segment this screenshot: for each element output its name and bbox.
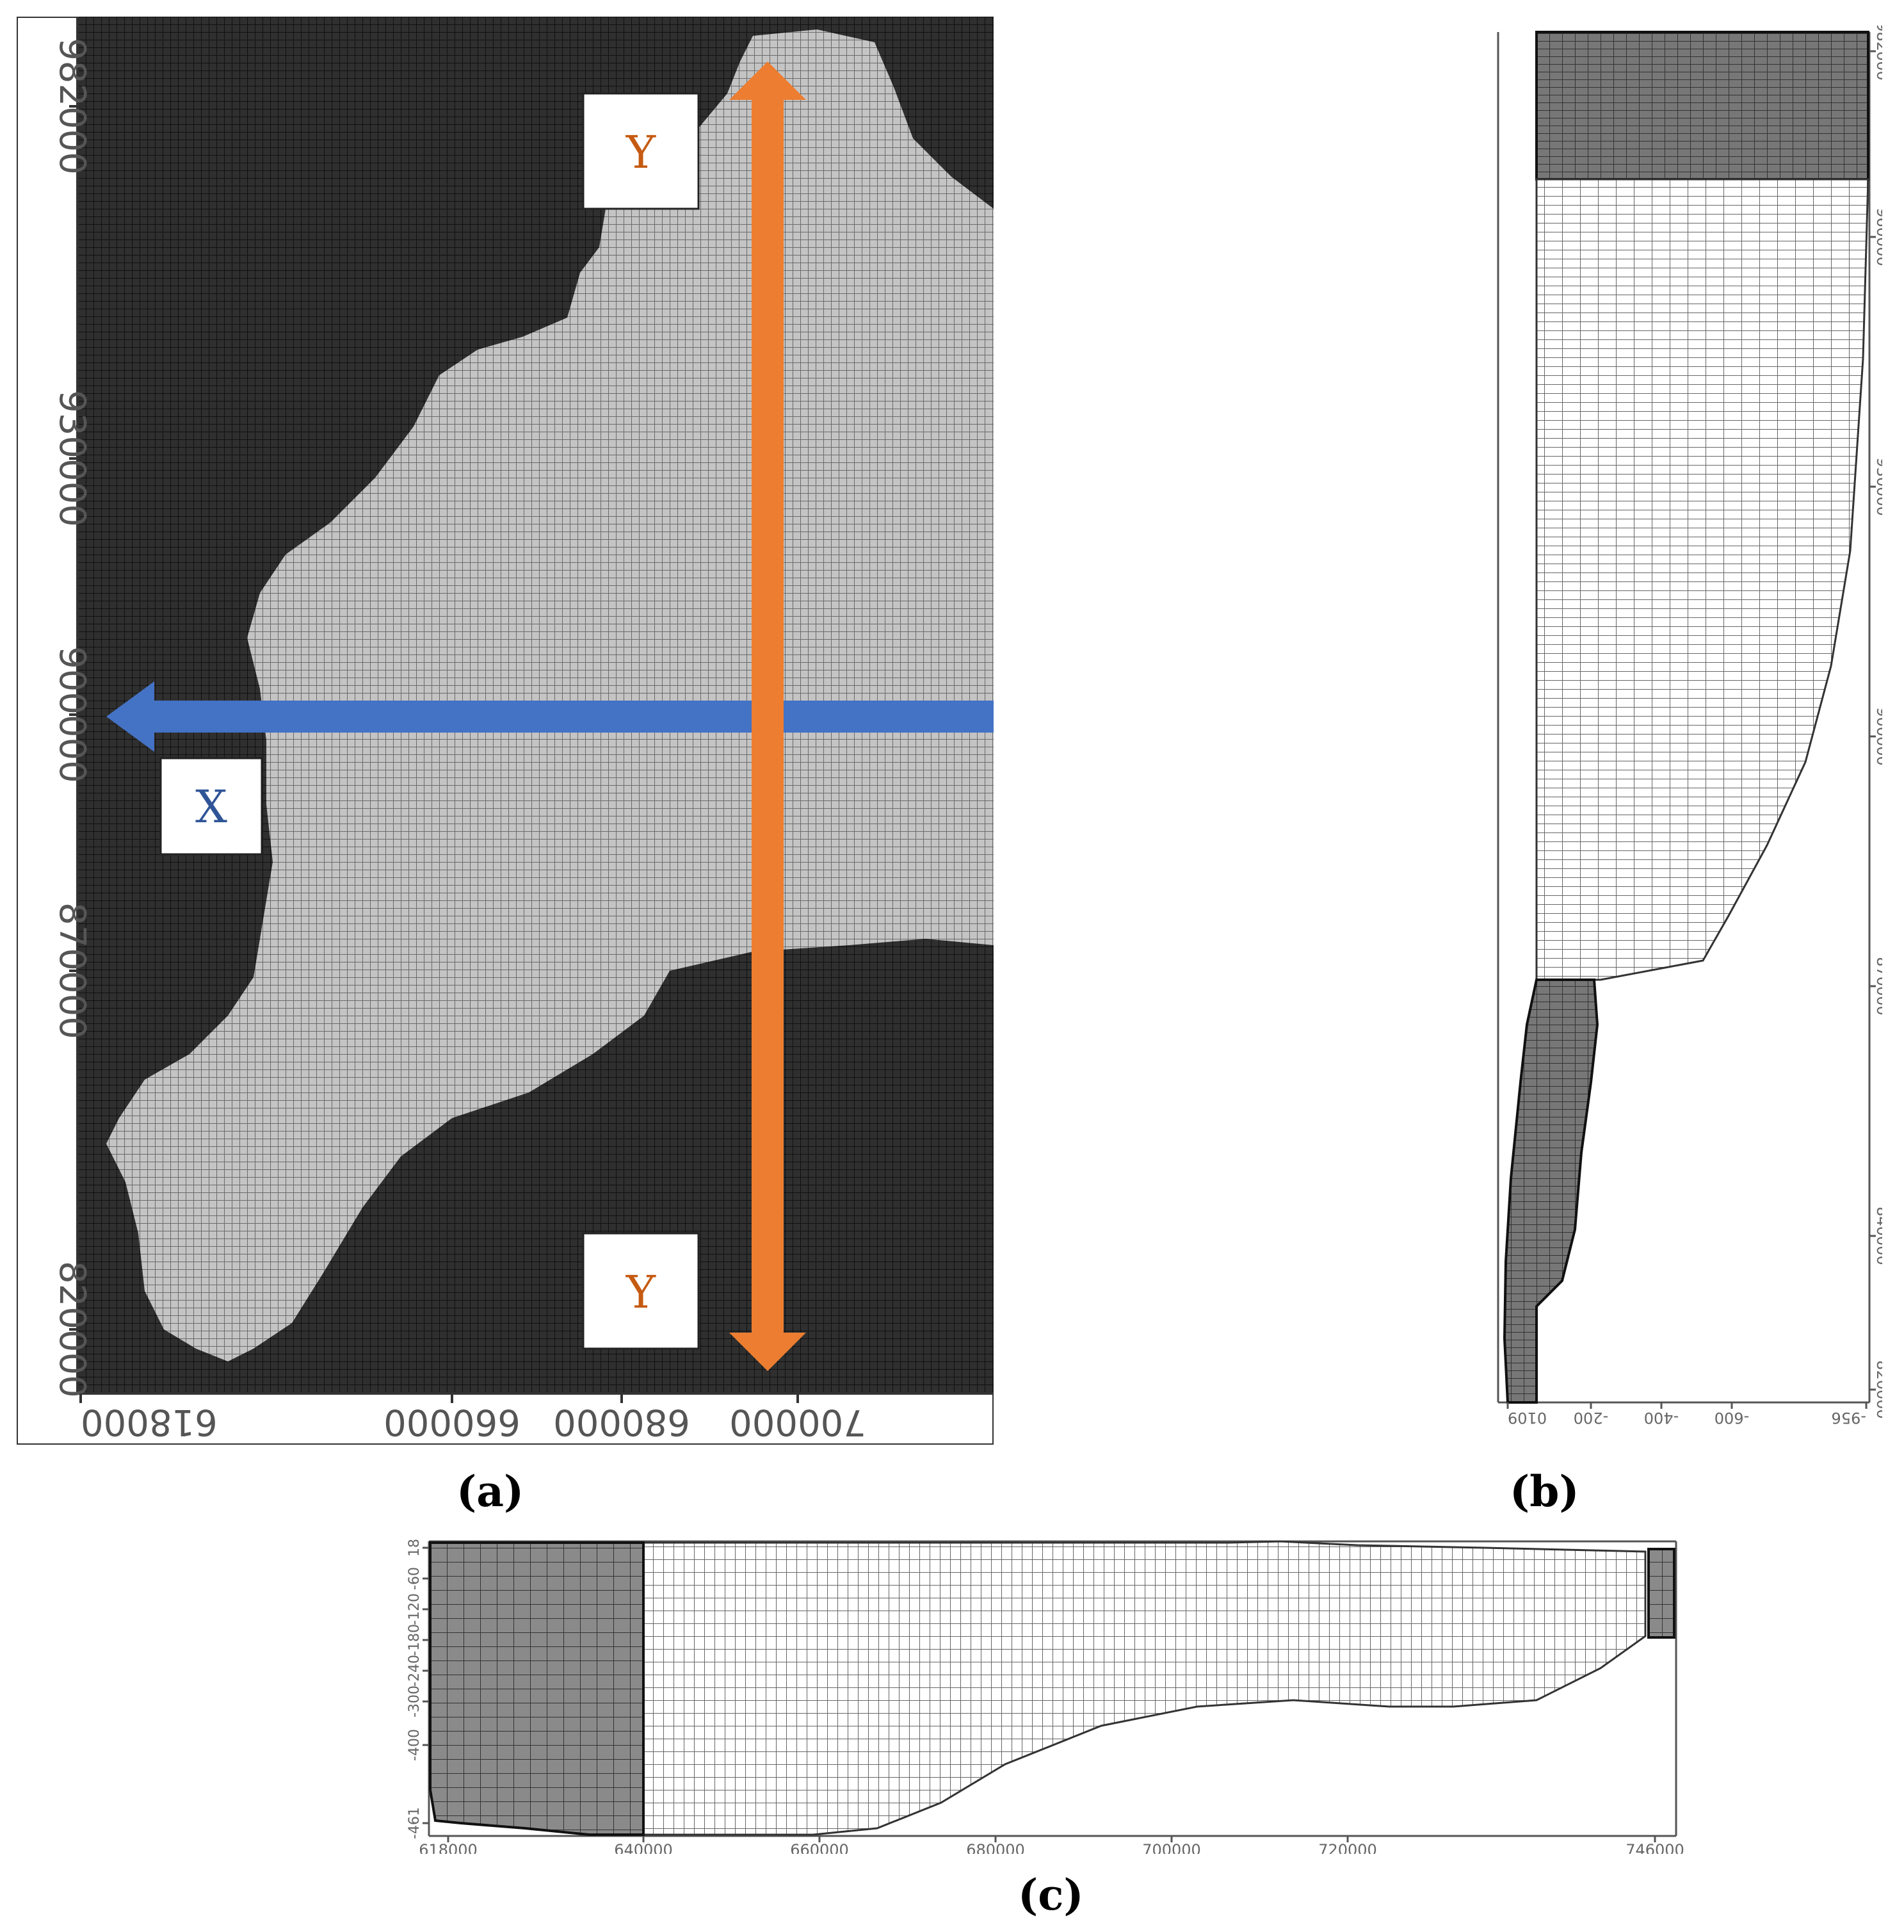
panel-b-mesh: 982000 960000 930000 900000 870000 84000…	[1497, 22, 1891, 1427]
c-depth-tick-label: -461	[407, 1807, 423, 1839]
panel-b-lower-block	[1503, 978, 1599, 1404]
panel-b: 982000 960000 930000 900000 870000 84000…	[1472, 22, 1891, 1447]
b-y-tick: 900000	[1869, 707, 1891, 766]
panel-c-left-block	[429, 1541, 645, 1836]
panel-c: 18 -60 -120 -180 -240 -300 -400 -461 618…	[397, 1534, 1690, 1859]
y-tick: 930000	[51, 390, 93, 527]
b-y-tick-label: 870000	[1873, 957, 1882, 1016]
x-marker-box: X	[159, 757, 263, 856]
panel-c-light-mesh	[642, 1540, 1647, 1836]
panel-c-mesh: 18 -60 -120 -180 -240 -300 -400 -461 618…	[407, 1539, 1684, 1859]
b-y-tick-label: 982000	[1873, 26, 1882, 81]
panel-c-label: (c)	[1018, 1870, 1084, 1920]
c-depth-tick: -461	[407, 1807, 429, 1839]
panel-b-label: (b)	[1510, 1466, 1579, 1516]
b-depth-tick: -956	[1832, 1402, 1868, 1427]
c-depth-tick-label: -300	[407, 1685, 423, 1717]
b-y-tick: 930000	[1869, 457, 1891, 516]
c-x-tick: 746000	[1626, 1836, 1684, 1859]
c-x-tick: 640000	[614, 1836, 673, 1859]
c-depth-tick: -240	[407, 1655, 429, 1687]
b-depth-tick: -200	[1574, 1402, 1608, 1427]
c-depth-tick-label: 18	[407, 1539, 423, 1557]
b-depth-tick: -400	[1644, 1402, 1679, 1427]
c-x-tick-label: 640000	[614, 1841, 673, 1854]
x-tick: 660000	[383, 1393, 520, 1443]
c-depth-tick-label: -60	[407, 1567, 423, 1590]
b-depth-tick: -600	[1714, 1402, 1749, 1427]
b-y-tick: 982000	[1869, 22, 1891, 81]
y-direction-arrow	[729, 61, 806, 1371]
panel-a-map: 982000 930000 900000 870000 820000 61800…	[15, 15, 995, 1446]
c-x-tick: 660000	[790, 1836, 849, 1859]
b-y-tick: 840000	[1869, 1206, 1891, 1265]
c-x-tick: 720000	[1318, 1836, 1377, 1859]
y-tick: 900000	[51, 646, 93, 783]
c-depth-tick: -180	[407, 1624, 429, 1656]
y-tick-label: 820000	[51, 1261, 93, 1398]
b-y-tick: 820000	[1869, 1360, 1891, 1419]
c-depth-tick: -400	[407, 1729, 429, 1761]
c-depth-tick-label: -240	[407, 1655, 423, 1687]
c-x-tick-label: 720000	[1318, 1841, 1377, 1854]
x-tick: 700000	[729, 1393, 866, 1443]
x-tick-label: 618000	[81, 1401, 218, 1443]
y-marker-bottom-box: Y	[582, 1232, 700, 1350]
c-depth-tick: -60	[407, 1567, 429, 1590]
b-y-tick-label: 820000	[1873, 1360, 1882, 1419]
b-depth-tick-label: 0109	[1508, 1409, 1547, 1427]
b-y-tick-label: 930000	[1873, 457, 1882, 516]
c-x-tick-label: 660000	[790, 1841, 849, 1854]
c-depth-tick: 18	[407, 1539, 429, 1557]
c-depth-tick: -120	[407, 1593, 429, 1625]
x-marker: X	[195, 781, 227, 833]
b-y-tick: 870000	[1869, 957, 1891, 1016]
b-y-tick-label: 900000	[1873, 707, 1882, 766]
c-x-tick-label: 746000	[1626, 1841, 1684, 1854]
b-y-tick-label: 960000	[1873, 207, 1882, 266]
b-depth-tick-label: -400	[1644, 1409, 1679, 1427]
y-tick-label: 870000	[51, 902, 93, 1039]
b-depth-tick-label: -600	[1714, 1409, 1749, 1427]
b-y-tick: 960000	[1869, 207, 1891, 266]
panel-c-right-block	[1647, 1548, 1675, 1639]
x-tick: 618000	[79, 1393, 218, 1443]
b-depth-tick-label: -956	[1832, 1409, 1866, 1427]
panel-b-upper-block	[1535, 31, 1869, 181]
y-tick-label: 982000	[51, 38, 93, 175]
c-x-tick-label: 700000	[1142, 1841, 1201, 1854]
y-marker-top: Y	[625, 126, 656, 179]
y-marker-bottom: Y	[625, 1266, 656, 1319]
x-tick-label: 680000	[553, 1401, 690, 1443]
y-marker-top-box: Y	[582, 92, 700, 210]
c-x-tick: 680000	[966, 1836, 1025, 1859]
x-direction-arrow	[106, 681, 994, 752]
c-x-tick-label: 680000	[966, 1841, 1025, 1854]
b-depth-tick-label: -200	[1574, 1409, 1608, 1427]
c-depth-tick-label: -180	[407, 1624, 423, 1656]
c-depth-tick-label: -400	[407, 1729, 423, 1761]
panel-b-funnel-mesh	[1535, 178, 1869, 981]
b-y-tick-label: 840000	[1873, 1206, 1882, 1265]
c-depth-tick: -300	[407, 1685, 429, 1717]
x-tick-label: 700000	[729, 1401, 866, 1443]
b-depth-tick: 0109	[1506, 1402, 1547, 1427]
y-tick: 820000	[51, 1261, 93, 1398]
panel-a: 982000 930000 900000 870000 820000 61800…	[15, 15, 995, 1446]
c-x-tick: 700000	[1142, 1836, 1201, 1859]
y-tick: 982000	[51, 38, 93, 175]
y-tick-label: 900000	[51, 646, 93, 783]
y-tick: 870000	[51, 902, 93, 1039]
c-x-tick: 618000	[419, 1836, 478, 1859]
x-tick: 680000	[553, 1393, 690, 1443]
panel-a-label: (a)	[456, 1466, 524, 1516]
y-tick-label: 930000	[51, 390, 93, 527]
x-tick-label: 660000	[383, 1401, 520, 1443]
c-depth-tick-label: -120	[407, 1593, 423, 1625]
c-x-tick-label: 618000	[419, 1841, 478, 1854]
